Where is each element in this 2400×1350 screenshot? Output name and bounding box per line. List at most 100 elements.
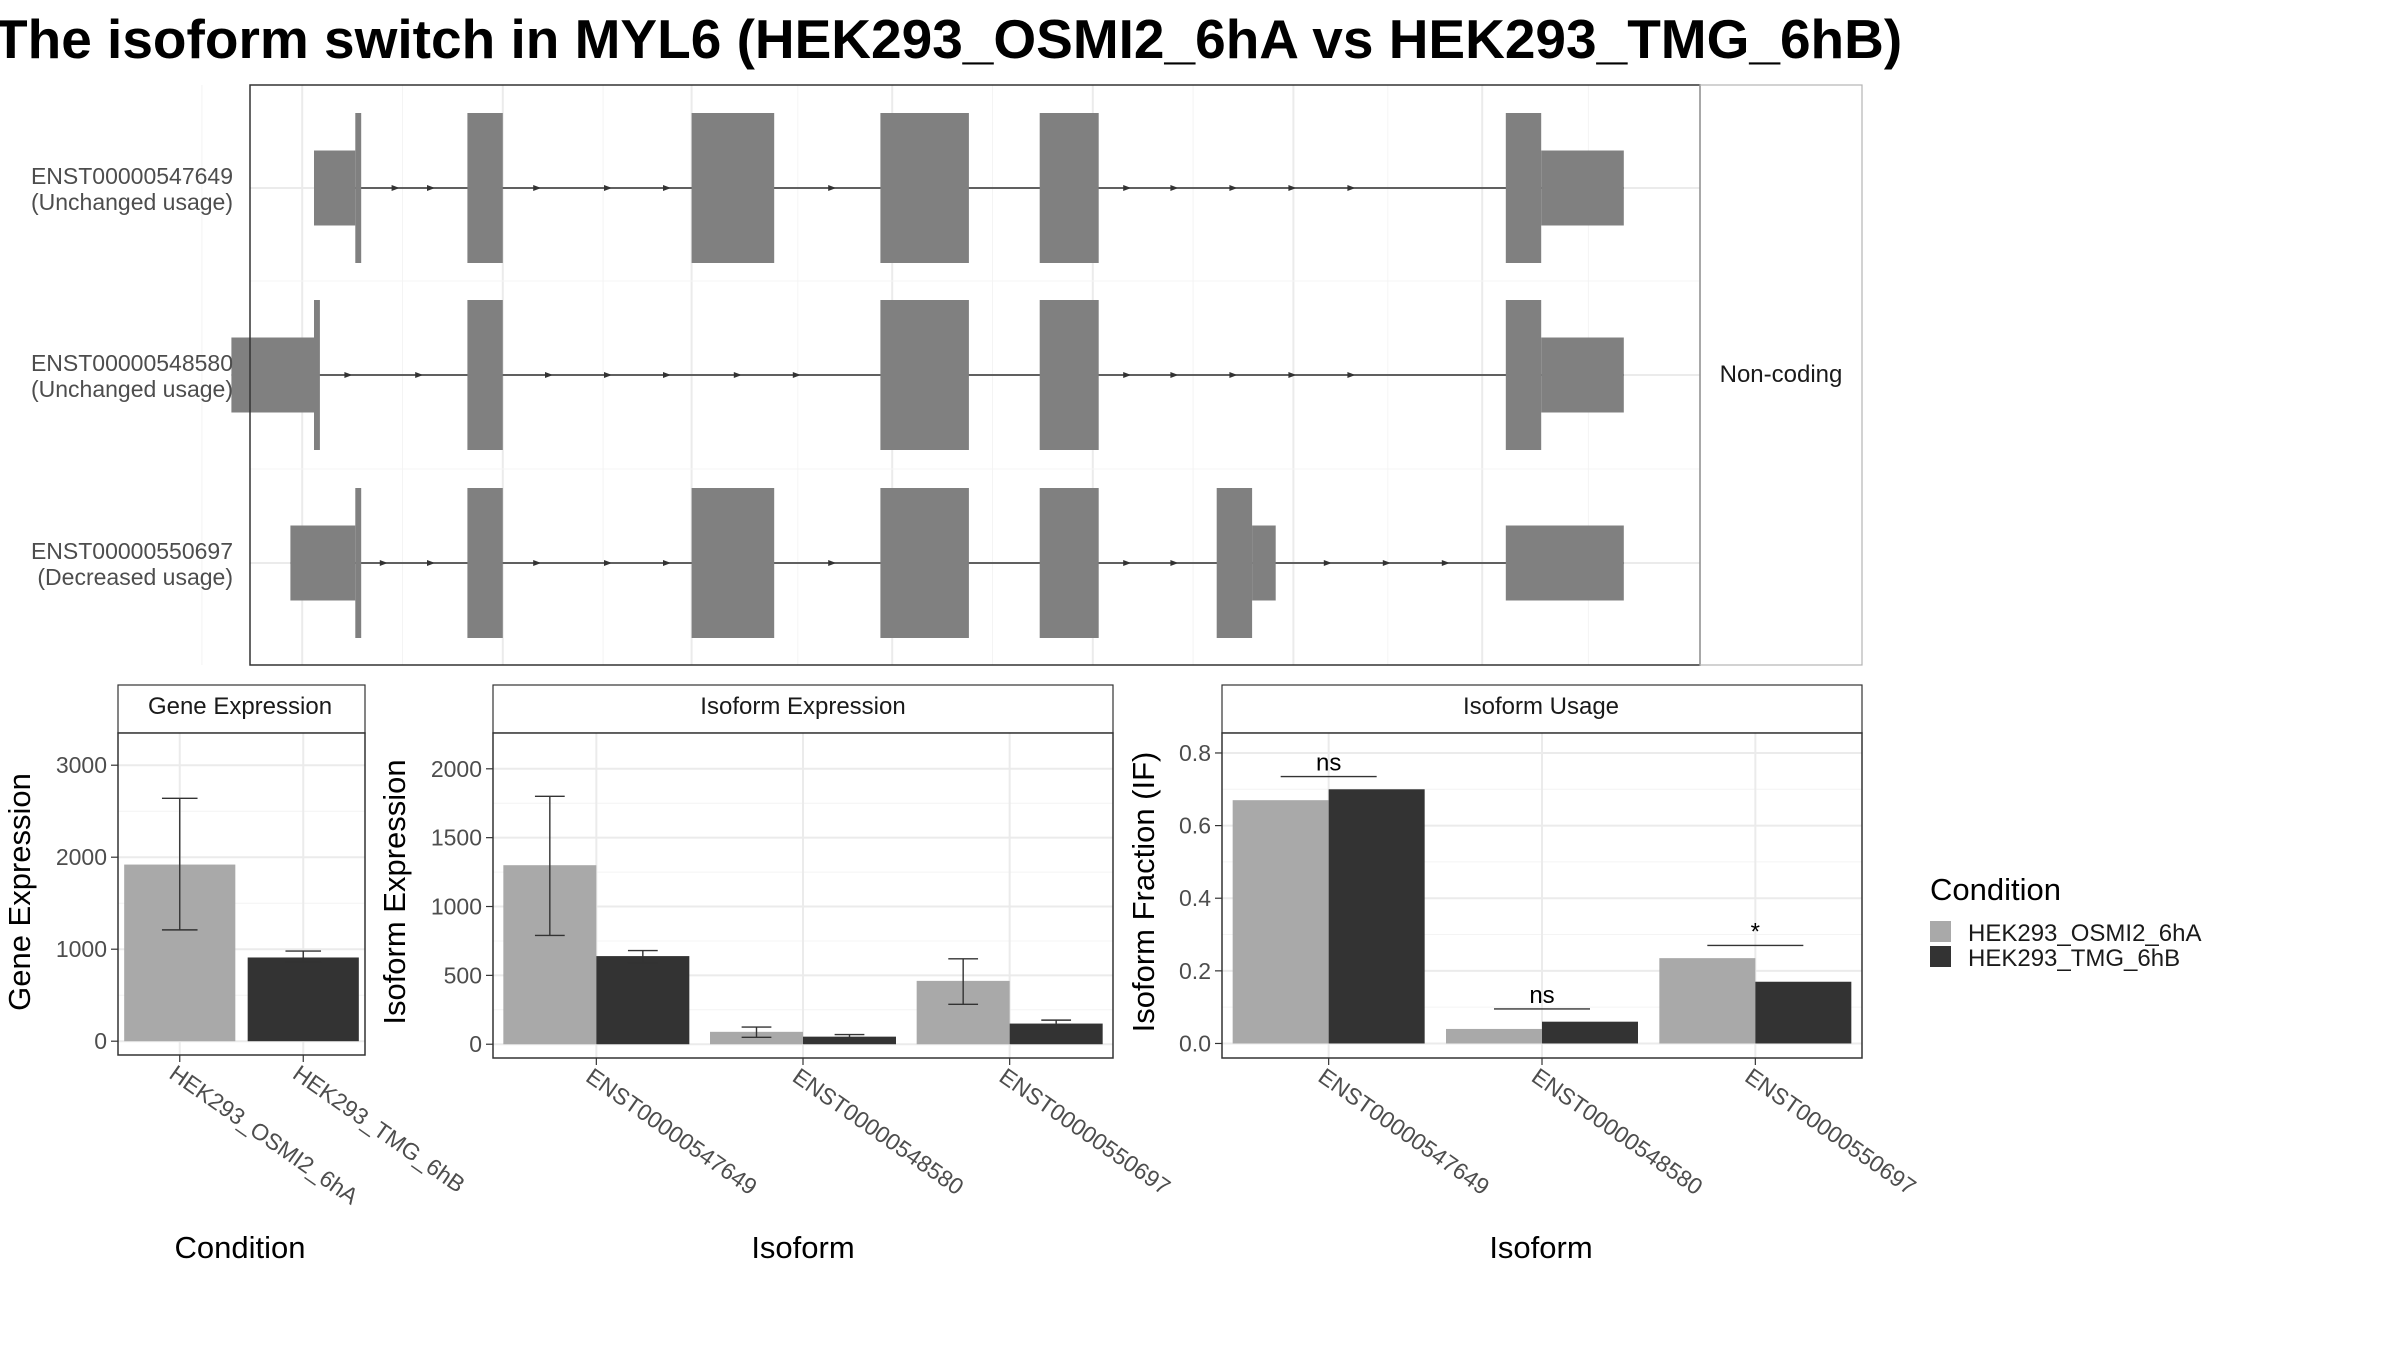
exon-utr (314, 150, 356, 226)
isoform-usage-strip-title: Isoform Usage (1463, 693, 1619, 720)
bar-cond2 (596, 956, 690, 1045)
isoform-expression-xlabel: Isoform (751, 1230, 854, 1265)
exon-utr (290, 525, 356, 601)
strand-arrow (604, 560, 612, 566)
strand-arrow (427, 560, 435, 566)
exon-coding (691, 488, 775, 638)
y-tick-label: 2000 (56, 844, 107, 870)
legend-title: Condition (1930, 872, 2061, 907)
exon-coding (1039, 113, 1099, 263)
exon-coding (880, 300, 969, 450)
y-tick-label: 3000 (56, 752, 107, 778)
strand-arrow (828, 560, 837, 566)
y-tick-label: 0.2 (1179, 958, 1211, 984)
strand-arrow (415, 372, 424, 378)
y-tick-label: 1500 (431, 825, 482, 851)
gene-expression-strip-title: Gene Expression (148, 693, 332, 720)
transcript-id-label: ENST00000548580 (31, 350, 233, 376)
strand-arrow (1347, 185, 1356, 191)
exon-coding (1505, 113, 1542, 263)
structure-strip-label: Non-coding (1720, 361, 1843, 388)
transcript-usage-label: (Unchanged usage) (31, 189, 233, 215)
isoform-expression-strip-title: Isoform Expression (700, 693, 905, 720)
strand-arrow (427, 185, 435, 191)
strand-arrow (1170, 372, 1179, 378)
strand-arrow (663, 185, 671, 191)
strand-arrow (1323, 560, 1332, 566)
bar-cond1 (1232, 800, 1329, 1044)
plot-border (117, 732, 366, 1056)
strand-arrow (604, 185, 612, 191)
exon-coding (467, 113, 503, 263)
strand-arrow (1170, 560, 1179, 566)
strand-arrow (1229, 372, 1238, 378)
y-tick-label: 0 (94, 1028, 107, 1054)
exon-coding (467, 300, 503, 450)
strand-arrow (792, 372, 801, 378)
legend: Condition HEK293_OSMI2_6hA HEK293_TMG_6h… (1930, 872, 2201, 972)
strand-arrow (828, 185, 837, 191)
strand-arrow (663, 560, 671, 566)
y-tick-label: 2000 (431, 756, 482, 782)
y-tick-label: 0.0 (1179, 1030, 1211, 1056)
exon-coding (314, 300, 320, 450)
bar-cond2 (1328, 789, 1425, 1044)
x-tick-label: ENST00000550697 (1740, 1063, 1920, 1200)
strand-arrow (533, 185, 542, 191)
strand-arrow (379, 560, 388, 566)
exon-coding (355, 488, 362, 638)
bar-cond2 (1755, 981, 1852, 1044)
transcript-id-label: ENST00000547649 (31, 163, 233, 189)
y-tick-label: 1000 (431, 894, 482, 920)
strand-arrow (733, 372, 742, 378)
strand-arrow (1441, 560, 1450, 566)
bar-cond1 (1446, 1028, 1542, 1044)
strand-arrow (533, 560, 542, 566)
bar-cond2 (1542, 1021, 1638, 1044)
isoform-usage-ylabel: Isoform Fraction (IF) (1126, 752, 1161, 1033)
exon-coding (691, 113, 775, 263)
legend-swatch-cond1 (1930, 921, 1951, 942)
exon-coding (1039, 488, 1099, 638)
exon-coding (880, 488, 969, 638)
strand-arrow (1170, 185, 1179, 191)
transcript-usage-label: (Decreased usage) (37, 564, 233, 590)
significance-label: ns (1316, 750, 1341, 777)
isoform-expression-ylabel: Isoform Expression (377, 759, 412, 1024)
strand-arrow (663, 372, 671, 378)
bar-cond2 (803, 1036, 896, 1045)
transcript-structure-panel: ENST00000547649(Unchanged usage) ENST0000… (31, 84, 1863, 666)
strand-arrow (1288, 185, 1297, 191)
exon-utr (231, 337, 314, 413)
y-tick-label: 1000 (56, 936, 107, 962)
strand-arrow (1123, 185, 1132, 191)
isoform-usage-xlabel: Isoform (1489, 1230, 1592, 1265)
exon-utr (1541, 150, 1624, 226)
strand-arrow (604, 372, 612, 378)
exon-coding (1039, 300, 1099, 450)
y-tick-label: 0.8 (1179, 740, 1211, 766)
y-tick-label: 500 (444, 962, 482, 988)
strand-arrow (1382, 560, 1391, 566)
bar-cond2 (1009, 1023, 1103, 1045)
gene-expression-xlabel: Condition (175, 1230, 306, 1265)
exon-utr (1505, 525, 1624, 601)
significance-label: ns (1529, 982, 1554, 1009)
exon-coding (355, 113, 362, 263)
facet-strip (117, 684, 366, 734)
transcript-id-label: ENST00000550697 (31, 538, 233, 564)
legend-item-cond2: HEK293_TMG_6hB (1968, 945, 2180, 972)
strand-arrow (545, 372, 553, 378)
bar-cond1 (1659, 958, 1756, 1044)
legend-item-cond1: HEK293_OSMI2_6hA (1968, 920, 2201, 947)
exon-coding (1505, 300, 1542, 450)
y-tick-label: 0.6 (1179, 813, 1211, 839)
figure-title: The isoform switch in MYL6 (HEK293_OSMI2… (0, 8, 1902, 70)
strand-arrow (1288, 372, 1297, 378)
strand-arrow (1123, 560, 1132, 566)
x-tick-label: ENST00000548580 (788, 1063, 968, 1200)
exon-coding (467, 488, 503, 638)
strand-arrow (391, 185, 400, 191)
y-tick-label: 0 (469, 1031, 482, 1057)
